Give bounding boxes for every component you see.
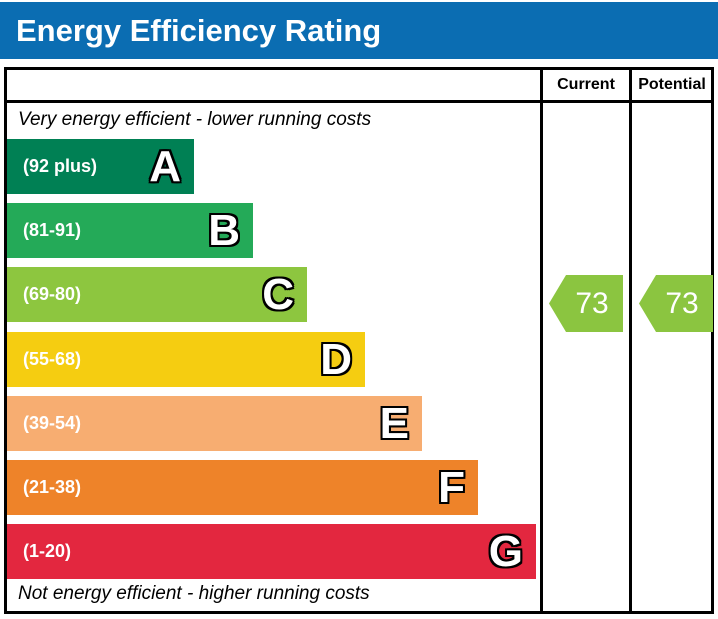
band-e: (39-54) E: [7, 396, 422, 451]
band-range-label: (92 plus): [23, 156, 98, 176]
header-divider-line: [4, 100, 714, 103]
band-a: (92 plus) A: [7, 139, 194, 194]
potential-rating-value: 73: [665, 286, 699, 320]
band-b: (81-91) B: [7, 203, 253, 258]
band-letter: C: [262, 270, 294, 319]
chart-title: Energy Efficiency Rating: [16, 12, 382, 48]
band-range-label: (69-80): [23, 284, 82, 304]
band-letter: E: [379, 399, 409, 448]
band-g: (1-20) G: [7, 524, 536, 579]
potential-rating-arrow: 73: [639, 275, 713, 332]
band-range-label: (21-38): [23, 477, 82, 497]
band-letter: A: [149, 142, 181, 191]
band-letter: F: [438, 463, 465, 512]
table-frame: [4, 67, 714, 614]
band-f: (21-38) F: [7, 460, 478, 515]
column-header-potential: Potential: [638, 76, 706, 93]
band-letter: D: [320, 335, 352, 384]
band-letter: B: [208, 206, 240, 255]
title-bar: Energy Efficiency Rating: [0, 2, 718, 59]
band-c: (69-80) C: [7, 267, 307, 322]
bottom-note: Not energy efficient - higher running co…: [18, 583, 370, 604]
top-note: Very energy efficient - lower running co…: [18, 109, 372, 130]
column-divider-current: [540, 67, 543, 614]
band-range-label: (1-20): [23, 541, 72, 561]
band-range-label: (81-91): [23, 220, 82, 240]
column-divider-potential: [629, 67, 632, 614]
band-range-label: (55-68): [23, 349, 82, 369]
current-rating-value: 73: [575, 286, 609, 320]
band-range-label: (39-54): [23, 413, 82, 433]
current-rating-arrow: 73: [549, 275, 623, 332]
band-letter: G: [488, 527, 523, 576]
column-header-current: Current: [557, 76, 615, 93]
band-d: (55-68) D: [7, 332, 365, 387]
